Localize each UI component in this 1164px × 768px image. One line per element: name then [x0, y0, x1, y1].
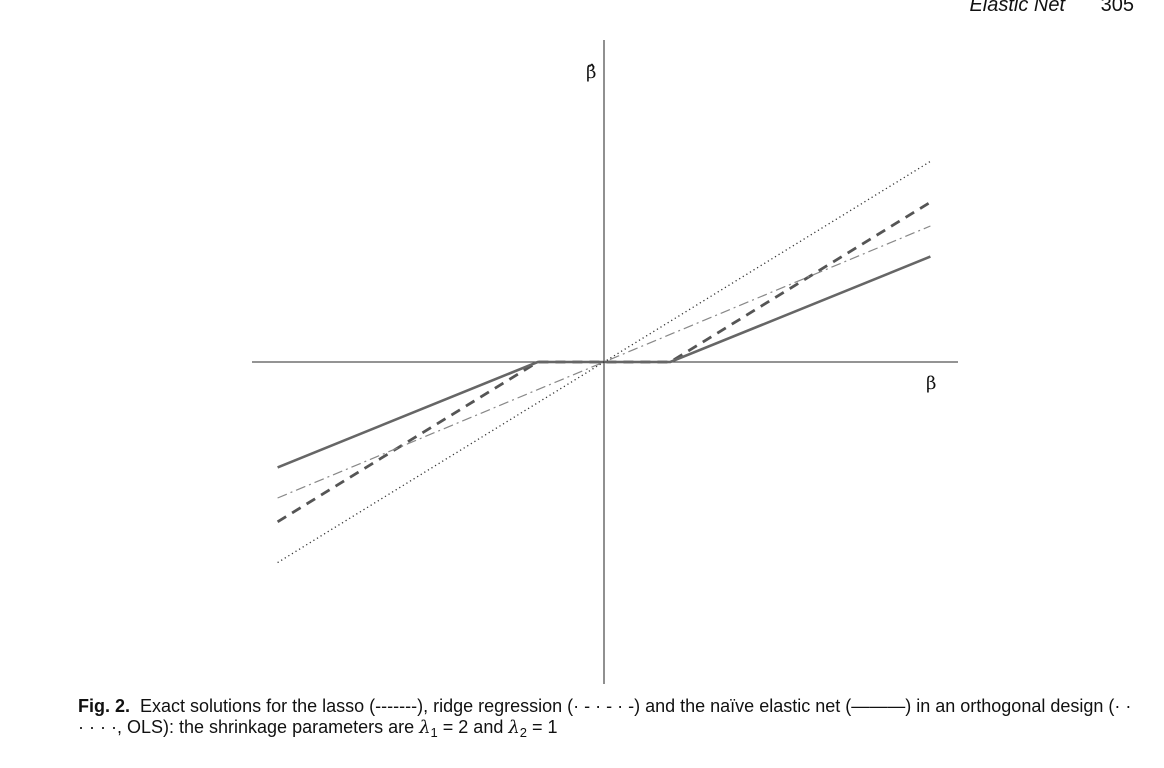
lambda1-value: = 2 and — [437, 717, 509, 737]
shrinkage-figure: β̂ β — [252, 40, 958, 684]
page-number: 305 — [1100, 0, 1134, 16]
lambda2-value: = 1 — [527, 717, 558, 737]
caption-text: Exact solutions for the lasso (-------),… — [78, 696, 1132, 737]
series-dash-dot-line — [277, 225, 931, 499]
series-dotted-line — [277, 160, 931, 564]
lambda1-subscript: 1 — [430, 725, 438, 740]
running-title: Elastic Net — [969, 0, 1066, 16]
lambda1-symbol: λ — [419, 717, 431, 738]
lambda2-symbol: λ — [508, 717, 520, 738]
series-layer — [276, 160, 932, 564]
lambda2-subscript: 2 — [519, 725, 527, 740]
figure-label: Fig. 2. — [78, 696, 131, 716]
y-axis-symbol: β̂ — [586, 62, 596, 83]
x-axis-symbol: β — [926, 373, 936, 394]
running-head: Elastic Net 305 — [969, 0, 1134, 17]
figure-caption: Fig. 2. Exact solutions for the lasso (--… — [78, 696, 1138, 740]
